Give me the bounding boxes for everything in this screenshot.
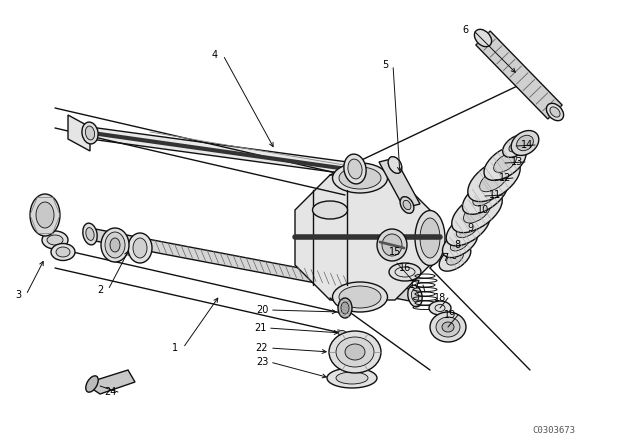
Text: 17: 17 xyxy=(409,280,421,290)
Text: 14: 14 xyxy=(521,140,533,150)
Ellipse shape xyxy=(82,122,98,144)
Text: 13: 13 xyxy=(511,157,523,167)
Ellipse shape xyxy=(389,263,421,281)
Polygon shape xyxy=(68,115,90,151)
Text: 6: 6 xyxy=(462,25,468,35)
Ellipse shape xyxy=(436,317,460,337)
Ellipse shape xyxy=(509,140,523,152)
Ellipse shape xyxy=(86,376,99,392)
Ellipse shape xyxy=(408,285,422,307)
Ellipse shape xyxy=(382,234,402,256)
Ellipse shape xyxy=(442,228,477,258)
Ellipse shape xyxy=(377,229,407,261)
Ellipse shape xyxy=(110,238,120,252)
Text: 24: 24 xyxy=(104,387,116,397)
Text: 23: 23 xyxy=(256,357,268,367)
Text: 7: 7 xyxy=(442,253,448,263)
Text: 2: 2 xyxy=(97,285,103,295)
Ellipse shape xyxy=(348,159,362,179)
Ellipse shape xyxy=(133,238,147,258)
Ellipse shape xyxy=(30,194,60,236)
Ellipse shape xyxy=(85,126,95,140)
Text: 3: 3 xyxy=(15,290,21,300)
Text: 9: 9 xyxy=(467,223,473,233)
Ellipse shape xyxy=(345,344,365,360)
Text: 11: 11 xyxy=(489,190,501,200)
Ellipse shape xyxy=(51,244,75,260)
Ellipse shape xyxy=(47,235,63,245)
Ellipse shape xyxy=(468,159,520,202)
Ellipse shape xyxy=(452,191,502,233)
Ellipse shape xyxy=(327,368,377,388)
Text: 16: 16 xyxy=(399,263,411,273)
Polygon shape xyxy=(295,175,430,300)
Text: 5: 5 xyxy=(382,60,388,70)
Text: 8: 8 xyxy=(454,240,460,250)
Ellipse shape xyxy=(333,282,387,312)
Ellipse shape xyxy=(412,290,419,302)
Text: 20: 20 xyxy=(256,305,268,315)
Text: 15: 15 xyxy=(389,247,401,257)
Ellipse shape xyxy=(442,322,454,332)
Ellipse shape xyxy=(105,232,125,258)
Text: 18: 18 xyxy=(434,293,446,303)
Ellipse shape xyxy=(344,154,366,184)
Text: 21: 21 xyxy=(254,323,266,333)
Ellipse shape xyxy=(493,154,516,172)
Ellipse shape xyxy=(388,157,402,173)
Polygon shape xyxy=(379,158,420,208)
Ellipse shape xyxy=(447,251,463,265)
Ellipse shape xyxy=(474,29,492,47)
Text: 19: 19 xyxy=(444,310,456,320)
Ellipse shape xyxy=(128,233,152,263)
Polygon shape xyxy=(90,228,415,302)
Ellipse shape xyxy=(336,337,374,367)
Ellipse shape xyxy=(547,103,564,121)
Text: 4: 4 xyxy=(212,50,218,60)
Text: 22: 22 xyxy=(256,343,268,353)
Ellipse shape xyxy=(312,201,348,219)
Text: 1: 1 xyxy=(172,343,178,353)
Ellipse shape xyxy=(429,301,451,315)
Ellipse shape xyxy=(336,372,368,384)
Polygon shape xyxy=(476,31,562,119)
Ellipse shape xyxy=(451,235,470,251)
Ellipse shape xyxy=(479,168,508,192)
Text: C0303673: C0303673 xyxy=(532,426,575,435)
Ellipse shape xyxy=(550,107,560,117)
Ellipse shape xyxy=(86,228,94,241)
Ellipse shape xyxy=(36,202,54,228)
Ellipse shape xyxy=(56,247,70,257)
Polygon shape xyxy=(90,127,355,175)
Ellipse shape xyxy=(338,331,346,336)
Ellipse shape xyxy=(484,146,526,181)
Ellipse shape xyxy=(456,218,480,237)
Ellipse shape xyxy=(101,228,129,262)
Ellipse shape xyxy=(516,135,533,151)
Ellipse shape xyxy=(446,210,490,246)
Ellipse shape xyxy=(333,163,387,193)
Ellipse shape xyxy=(415,211,445,266)
Ellipse shape xyxy=(511,130,539,155)
Text: 10: 10 xyxy=(477,205,489,215)
Ellipse shape xyxy=(473,186,497,206)
Ellipse shape xyxy=(341,302,349,314)
Ellipse shape xyxy=(420,218,440,258)
Ellipse shape xyxy=(339,286,381,308)
Ellipse shape xyxy=(430,312,466,342)
Ellipse shape xyxy=(502,135,529,157)
Ellipse shape xyxy=(329,331,381,373)
Polygon shape xyxy=(88,370,135,394)
Ellipse shape xyxy=(439,245,471,271)
Ellipse shape xyxy=(463,178,508,214)
Text: 12: 12 xyxy=(499,173,511,183)
Ellipse shape xyxy=(339,167,381,189)
Ellipse shape xyxy=(338,298,352,318)
Ellipse shape xyxy=(83,223,97,245)
Ellipse shape xyxy=(400,197,414,213)
Ellipse shape xyxy=(463,201,490,223)
Ellipse shape xyxy=(42,231,68,249)
Ellipse shape xyxy=(403,200,411,210)
